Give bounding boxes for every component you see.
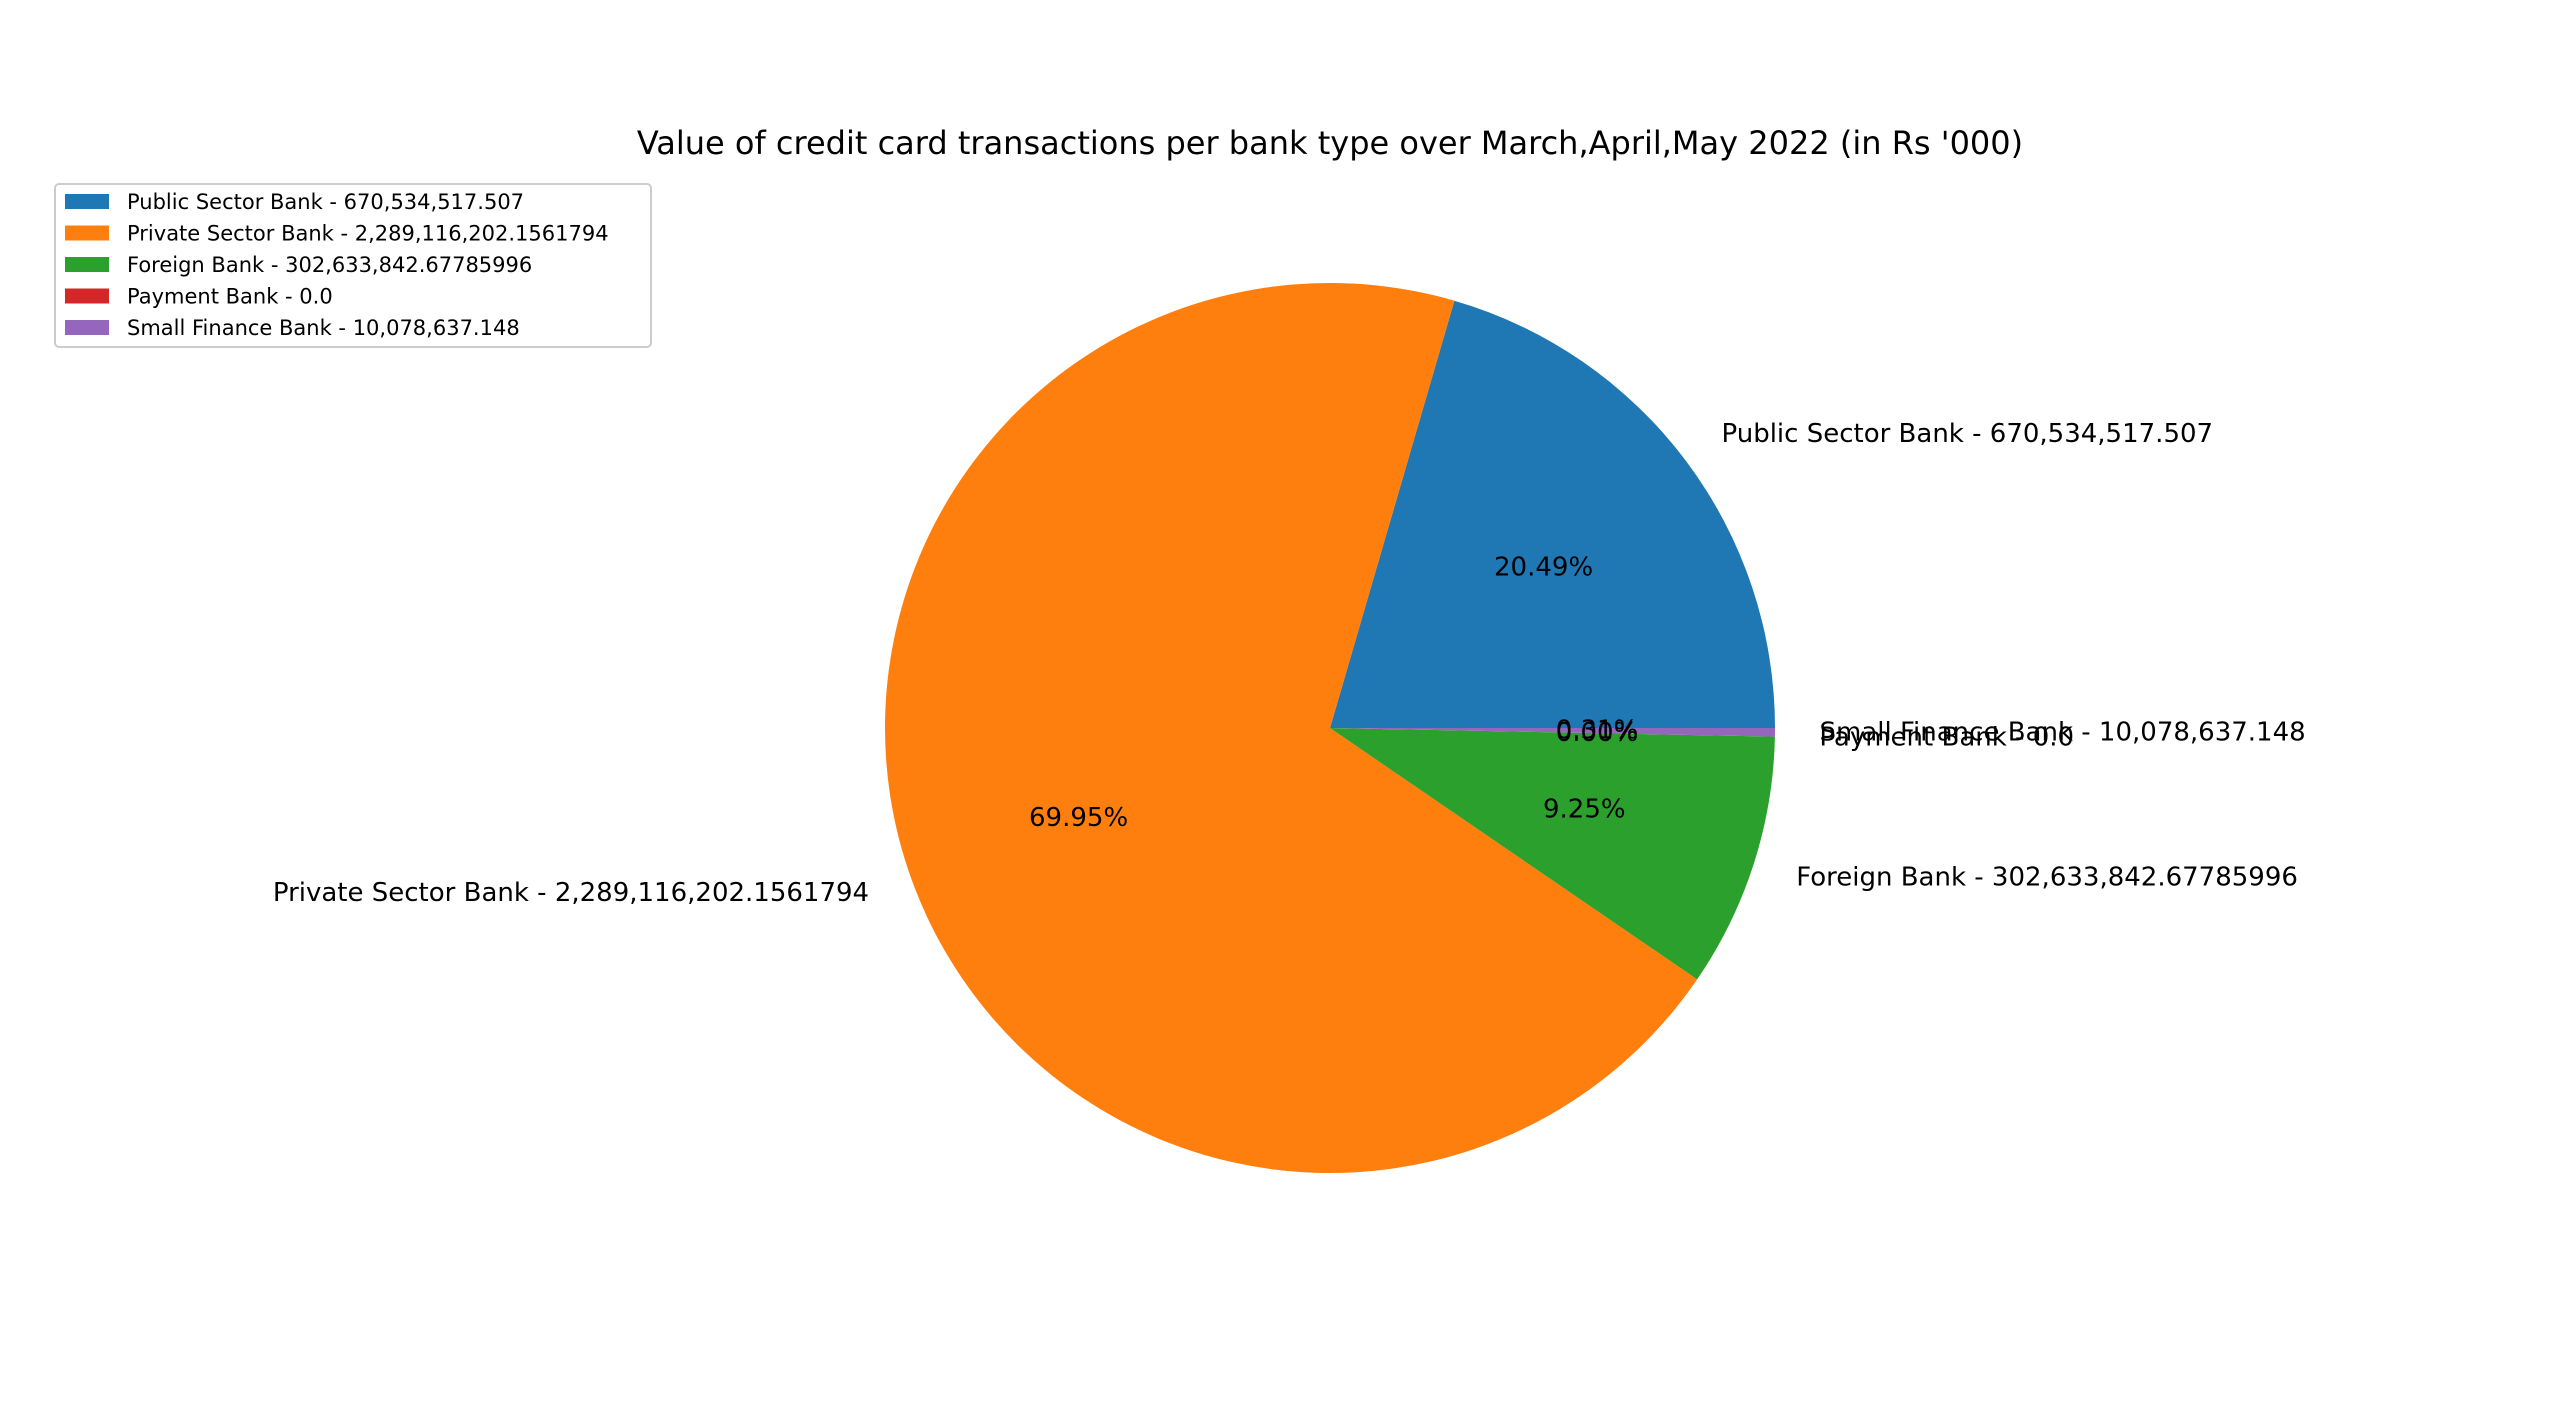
legend-label: Private Sector Bank - 2,289,116,202.1561… [127,222,609,246]
legend-swatch [65,194,109,209]
slice-label: Payment Bank - 0.0 [1819,723,2074,753]
slice-labels: Public Sector Bank - 670,534,517.507 Priv… [273,419,2306,908]
slice-percentage-label: 9.25% [1543,794,1626,824]
legend-swatch [65,320,109,335]
chart-title: Value of credit card transactions per ba… [637,124,2023,162]
legend-swatch [65,288,109,304]
pie-slice [1330,300,1775,728]
slice-label: Private Sector Bank - 2,289,116,202.1561… [273,878,869,908]
legend-label: Foreign Bank - 302,633,842.67785996 [127,253,532,277]
pie-slice [1330,728,1776,737]
legend-swatch [65,257,109,272]
percentage-labels: 20.49% 69.95% 9.25% 0.00%0.31% [1029,553,1638,833]
pie-slice [1330,728,1775,980]
pie-slices [885,282,1776,1173]
slice-label: Small Finance Bank - 10,078,637.148 [1820,718,2306,748]
legend-label: Public Sector Bank - 670,534,517.507 [127,190,524,214]
slice-percentage-label: 20.49% [1494,553,1593,583]
slice-label: Foreign Bank - 302,633,842.67785996 [1796,862,2298,892]
legend-label: Small Finance Bank - 10,078,637.148 [127,316,520,340]
slice-percentage-label: 69.95% [1029,803,1128,833]
slice-percentage-label: 0.00% [1556,718,1639,748]
slice-label: Public Sector Bank - 670,534,517.507 [1722,419,2214,449]
legend: Public Sector Bank - 670,534,517.507 Priv… [54,183,652,348]
legend-frame [54,183,652,348]
slice-percentage-label: 0.31% [1556,716,1639,746]
pie-slice [885,282,1698,1173]
legend-swatch [65,225,109,241]
legend-label: Payment Bank - 0.0 [127,285,333,309]
